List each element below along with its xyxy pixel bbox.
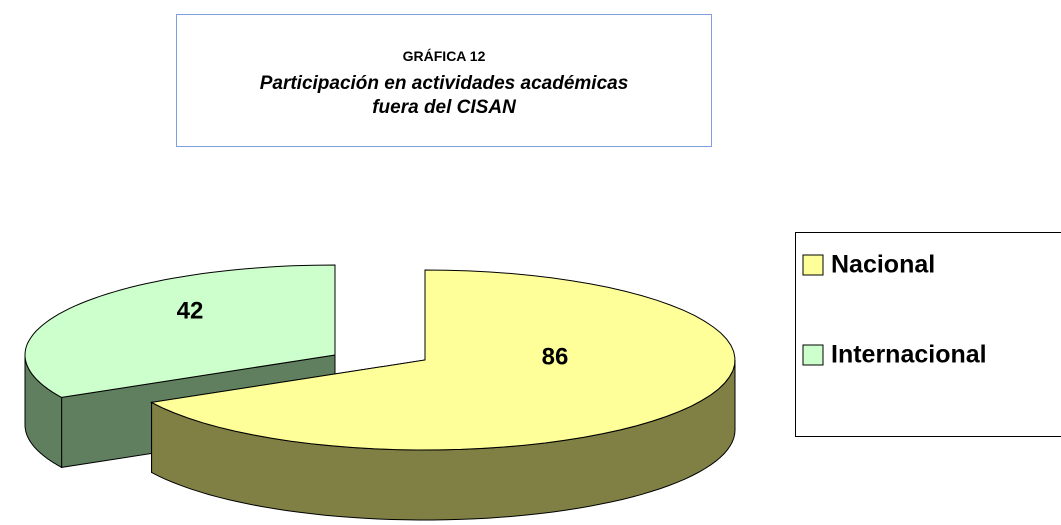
legend (795, 232, 1061, 437)
value-label: 42 (177, 297, 204, 324)
slice (149, 269, 736, 451)
slice (24, 264, 336, 398)
legend-label: Nacional (831, 251, 935, 279)
value-label: 86 (542, 343, 569, 370)
legend-label: Internacional (831, 341, 987, 369)
legend-swatch (802, 344, 824, 366)
chart-subtitle: Participación en actividades académicas … (259, 73, 629, 118)
chart-title: GRÁFICA 12 (402, 48, 486, 64)
title-box: GRÁFICA 12 Participación en actividades … (176, 14, 712, 147)
legend-swatch (802, 254, 824, 276)
